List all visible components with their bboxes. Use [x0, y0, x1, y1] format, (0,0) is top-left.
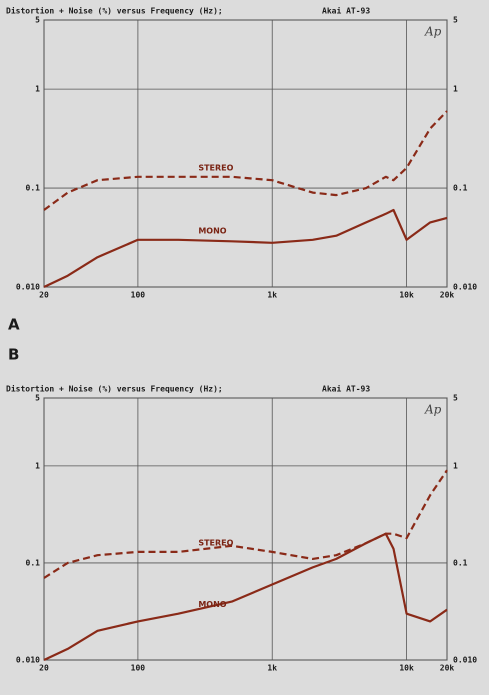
y-tick-label-right: 0.1: [453, 558, 468, 567]
x-tick-label: 1k: [267, 664, 277, 673]
series-label: MONO: [198, 226, 226, 235]
x-tick-label: 10k: [399, 291, 414, 300]
y-tick-label-right: 0.1: [453, 184, 468, 193]
series-line: [43, 110, 448, 211]
x-tick-label: 20: [39, 291, 49, 300]
y-tick-label-right: 1: [453, 85, 458, 94]
chart-title: Distortion + Noise (%) versus Frequency …: [6, 6, 223, 16]
logo: Ap: [424, 25, 442, 39]
plot-frame: [43, 19, 448, 288]
series-line: [43, 469, 448, 579]
panel-label: B: [8, 346, 19, 364]
x-tick-label: 100: [131, 664, 146, 673]
y-tick-label-right: 0.010: [453, 283, 477, 292]
y-tick-label: 0.010: [16, 283, 40, 292]
chart-subtitle: Akai AT-93: [322, 384, 370, 394]
plot-frame: [43, 397, 448, 661]
x-tick-label: 20k: [440, 291, 455, 300]
y-tick-label-right: 1: [453, 461, 458, 470]
y-tick-label: 5: [35, 394, 40, 403]
x-tick-label: 10k: [399, 664, 414, 673]
y-tick-label-right: 0.010: [453, 656, 477, 665]
x-tick-label: 20k: [440, 664, 455, 673]
y-tick-label: 0.010: [16, 656, 40, 665]
series-label: STEREO: [198, 538, 233, 547]
series-line: [43, 532, 448, 661]
x-tick-label: 1k: [267, 291, 277, 300]
y-tick-label-right: 5: [453, 394, 458, 403]
series-label: STEREO: [198, 163, 233, 172]
series-label: MONO: [198, 600, 226, 609]
series-line: [43, 208, 448, 288]
x-tick-label: 100: [131, 291, 146, 300]
panel-label: A: [8, 316, 20, 334]
y-tick-label: 0.1: [26, 184, 41, 193]
y-tick-label: 5: [35, 16, 40, 25]
y-tick-label: 1: [35, 461, 40, 470]
y-tick-label: 1: [35, 85, 40, 94]
chart-subtitle: Akai AT-93: [322, 6, 370, 16]
logo: Ap: [424, 403, 442, 417]
y-tick-label: 0.1: [26, 558, 41, 567]
chart-title: Distortion + Noise (%) versus Frequency …: [6, 384, 223, 394]
x-tick-label: 20: [39, 664, 49, 673]
y-tick-label-right: 5: [453, 16, 458, 25]
